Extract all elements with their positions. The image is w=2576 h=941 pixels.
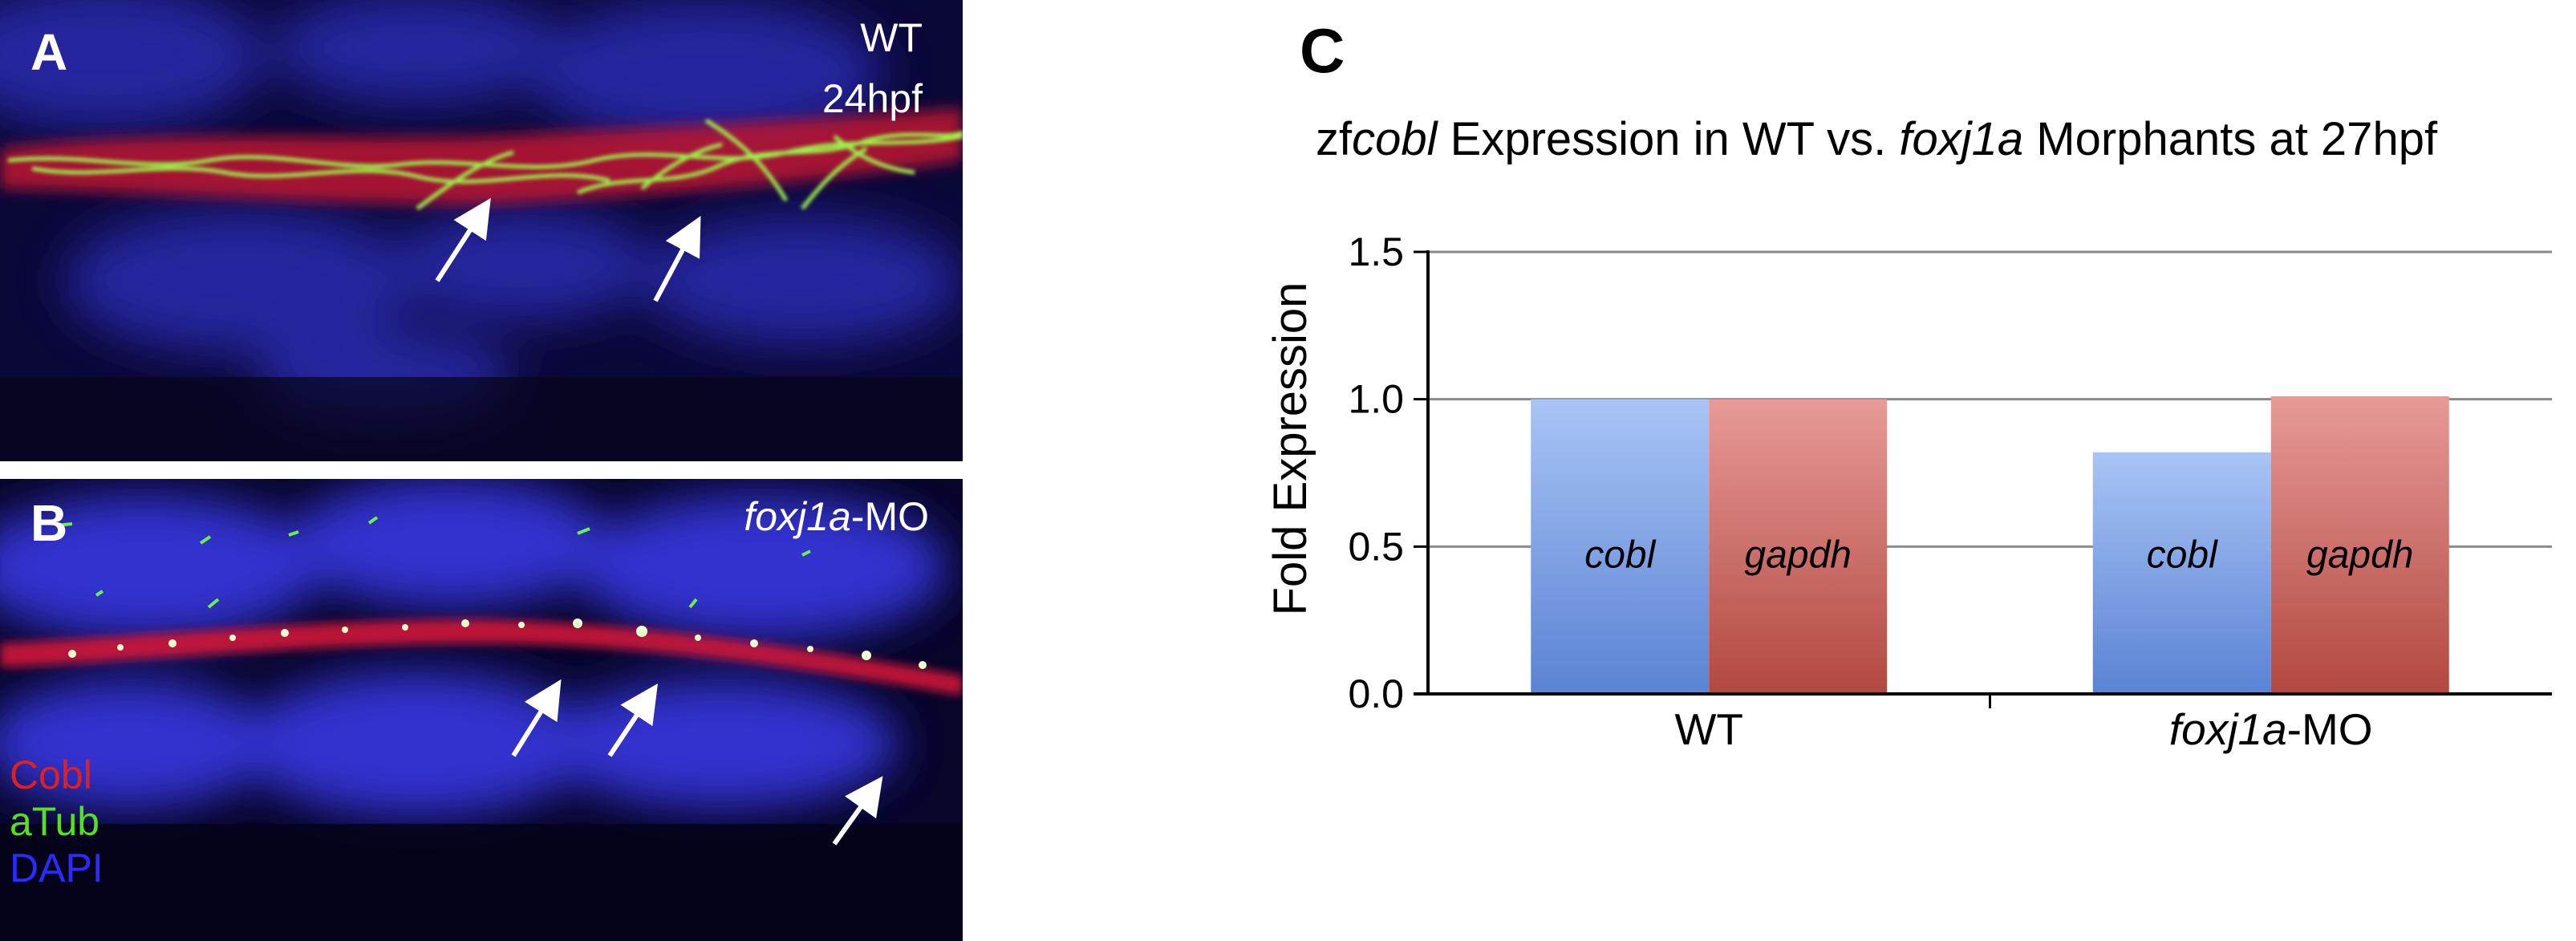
legend-atub: aTub xyxy=(10,799,100,844)
legend-cobl: Cobl xyxy=(10,752,92,797)
timepoint-label: 24hpf xyxy=(821,76,923,121)
bar-gapdh xyxy=(2270,395,2449,694)
chart-title-part: Expression in WT vs. xyxy=(1437,113,1900,165)
panel-b-letter: B xyxy=(30,494,68,552)
y-tick-label: 1.5 xyxy=(1348,229,1404,274)
chart-title-part: Morphants at 27hpf xyxy=(2023,113,2438,165)
y-tick-label: 0.5 xyxy=(1348,524,1404,569)
panel-a-letter: A xyxy=(30,23,68,81)
x-category-label-text: -MO xyxy=(2287,704,2373,754)
chart-title-part: cobl xyxy=(1352,113,1438,165)
condition-label-gene: foxj1a xyxy=(744,494,851,539)
chart-title-part: zf xyxy=(1316,113,1353,165)
bar-label-cobl: cobl xyxy=(2147,533,2218,576)
y-tick-label: 0.0 xyxy=(1348,671,1404,716)
micrograph-morphant-image xyxy=(0,479,963,941)
bar-cobl xyxy=(2092,452,2271,694)
x-category-label: foxj1a-MO xyxy=(2169,704,2373,754)
bar-gapdh xyxy=(1709,399,1888,694)
panel-c: C zfcobl Expression in WT vs. foxj1a Mor… xyxy=(987,0,2576,941)
bar-label-cobl: cobl xyxy=(1584,533,1656,576)
condition-label-wt: WT xyxy=(860,15,923,60)
y-axis-label: Fold Expression xyxy=(1264,282,1316,616)
x-category-label-gene: foxj1a xyxy=(2169,704,2287,754)
bar-cobl xyxy=(1531,399,1710,694)
micrograph-wt-image xyxy=(0,0,963,461)
x-category-label-text: WT xyxy=(1674,704,1743,754)
chart-title-part: foxj1a xyxy=(1899,113,2024,165)
chart-title: zfcobl Expression in WT vs. foxj1a Morph… xyxy=(1316,112,2437,166)
micrograph-wt: A WT 24hpf xyxy=(0,0,963,461)
legend-dapi: DAPI xyxy=(10,846,103,890)
micrograph-morphant: B foxj1a-MO Cobl aTub DAPI xyxy=(0,479,963,941)
x-category-label: WT xyxy=(1674,704,1743,754)
condition-label-morphant: foxj1a-MO xyxy=(744,493,929,540)
bar-label-gapdh: gapdh xyxy=(1745,533,1852,576)
bar-chart: 0.0 0.5 1.0 1.5 cobl gapdh WT cobl gapdh foxj1a-M… xyxy=(1264,229,2552,754)
condition-label-suffix: -MO xyxy=(850,494,929,539)
panel-c-letter: C xyxy=(1300,15,1345,86)
bar-label-gapdh: gapdh xyxy=(2306,533,2413,576)
y-tick-label: 1.0 xyxy=(1348,377,1404,422)
